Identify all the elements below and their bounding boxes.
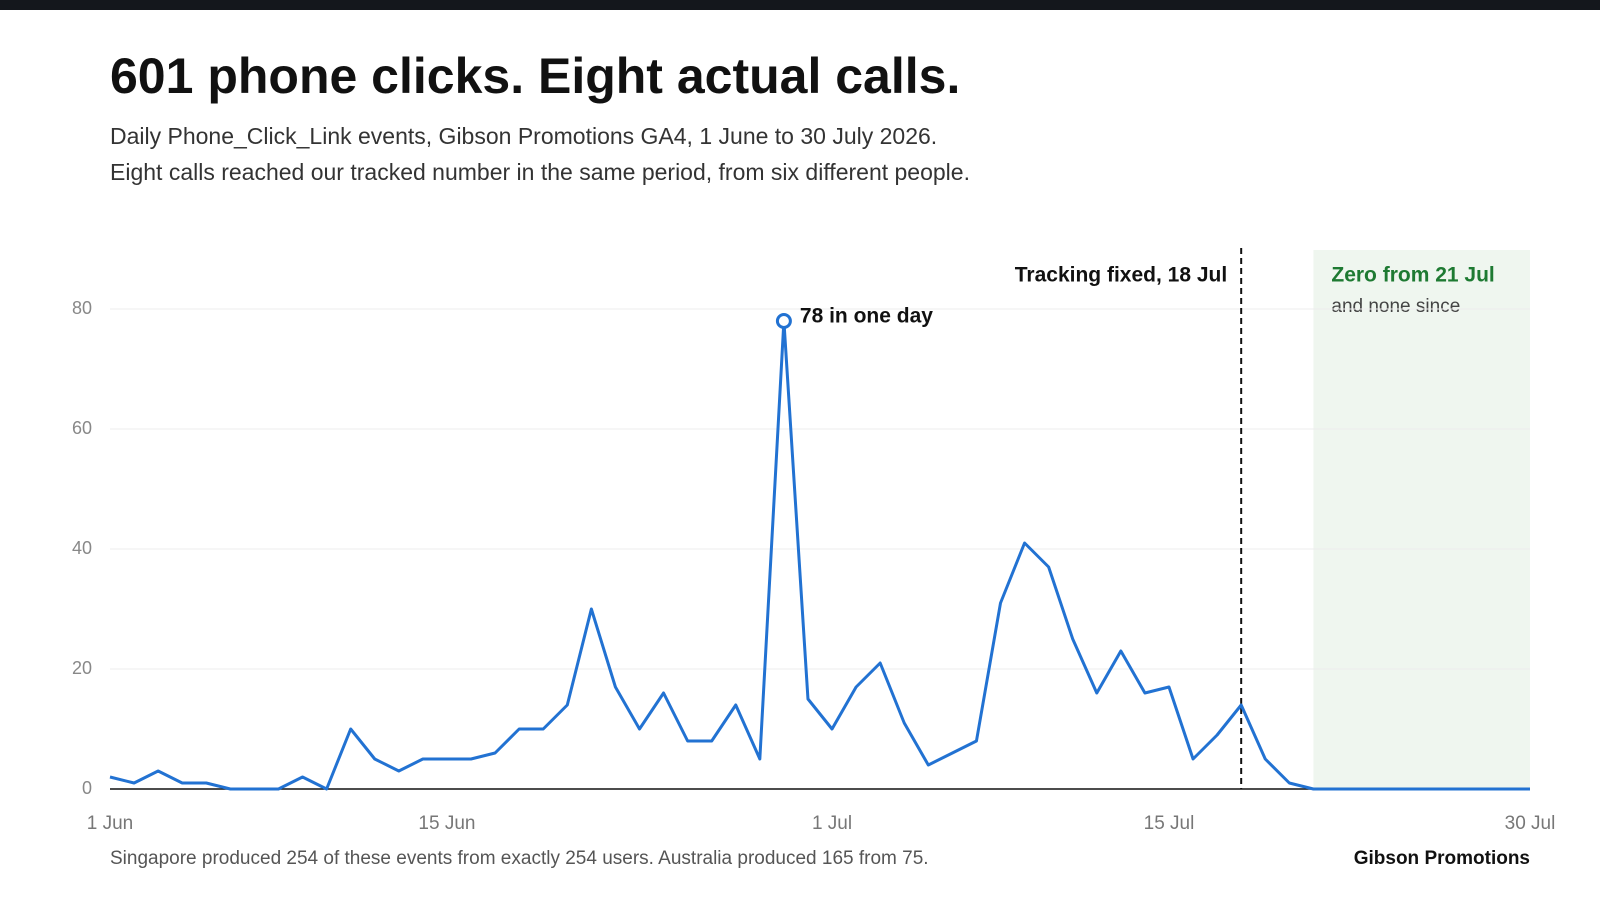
subtitle: Eight calls reached our tracked number i… <box>110 159 970 185</box>
shaded-span <box>1313 250 1530 789</box>
span-title: Zero from 21 Jul <box>1331 264 1494 287</box>
data-line <box>109 319 1530 791</box>
y-tick-label: 80 <box>72 298 92 318</box>
y-tick-label: 40 <box>72 538 92 558</box>
y-tick-label: 0 <box>82 778 92 798</box>
marker-label: Tracking fixed, 18 Jul <box>1015 264 1227 287</box>
y-tick-label: 60 <box>72 418 92 438</box>
peak-marker <box>775 313 792 329</box>
top-bar <box>0 0 1600 10</box>
span-text: and none since <box>1331 296 1460 317</box>
brand: Gibson Promotions <box>1354 848 1530 869</box>
subtitle: Daily Phone_Click_Link events, Gibson Pr… <box>110 123 937 149</box>
y-tick-label: 20 <box>72 658 92 678</box>
x-tick-label: 1 Jun <box>87 813 133 834</box>
x-tick-label: 30 Jul <box>1505 813 1556 834</box>
chart-title: 601 phone clicks. Eight actual calls. <box>110 48 960 104</box>
x-tick-label: 15 Jul <box>1144 813 1195 834</box>
x-tick-label: 15 Jun <box>418 813 475 834</box>
peak-label: 78 in one day <box>800 305 933 328</box>
footnote: Singapore produced 254 of these events f… <box>110 848 929 869</box>
x-tick-label: 1 Jul <box>812 813 852 834</box>
